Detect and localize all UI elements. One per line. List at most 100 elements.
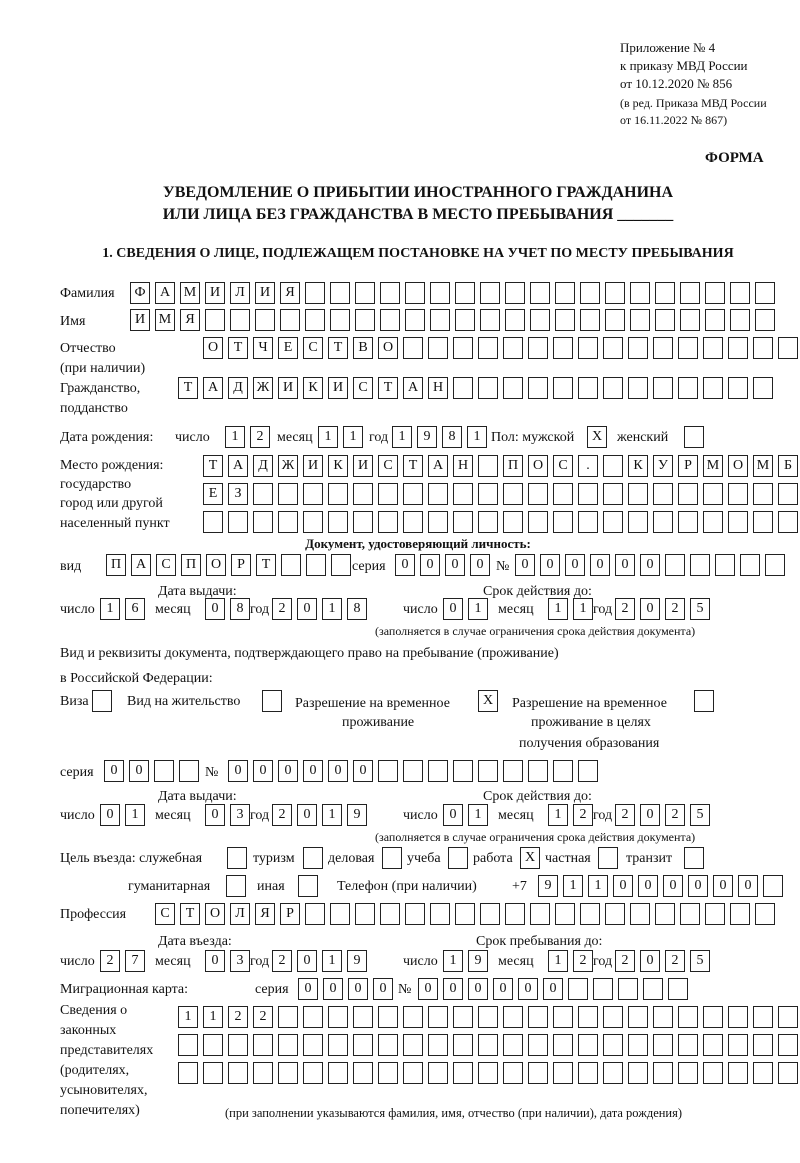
char-box[interactable]: 2 xyxy=(272,598,292,620)
char-box[interactable] xyxy=(478,455,498,477)
char-box[interactable] xyxy=(555,282,575,304)
char-box[interactable] xyxy=(603,1006,623,1028)
char-box[interactable]: 5 xyxy=(690,598,710,620)
char-box[interactable] xyxy=(353,1006,373,1028)
char-box[interactable] xyxy=(380,282,400,304)
char-box[interactable] xyxy=(630,282,650,304)
char-box[interactable] xyxy=(553,760,573,782)
birth-place-row3[interactable] xyxy=(203,511,800,533)
char-box[interactable] xyxy=(330,282,350,304)
char-box[interactable]: 6 xyxy=(125,598,145,620)
char-box[interactable] xyxy=(453,760,473,782)
char-box[interactable] xyxy=(303,483,323,505)
char-box[interactable]: 0 xyxy=(104,760,124,782)
char-box[interactable] xyxy=(328,1006,348,1028)
char-box[interactable] xyxy=(694,690,714,712)
edu-permit-checkbox[interactable] xyxy=(694,690,719,712)
char-box[interactable] xyxy=(203,1062,223,1084)
char-box[interactable]: Л xyxy=(230,282,250,304)
char-box[interactable] xyxy=(755,282,775,304)
char-box[interactable]: 1 xyxy=(468,598,488,620)
char-box[interactable] xyxy=(453,1006,473,1028)
char-box[interactable] xyxy=(778,337,798,359)
char-box[interactable] xyxy=(303,1062,323,1084)
char-box[interactable]: Н xyxy=(453,455,473,477)
char-box[interactable]: 8 xyxy=(442,426,462,448)
char-box[interactable] xyxy=(226,875,246,897)
char-box[interactable]: 9 xyxy=(417,426,437,448)
char-box[interactable] xyxy=(630,309,650,331)
char-box[interactable]: Ж xyxy=(253,377,273,399)
char-box[interactable]: . xyxy=(578,455,598,477)
char-box[interactable]: 1 xyxy=(100,598,120,620)
char-box[interactable] xyxy=(628,1062,648,1084)
char-box[interactable]: Е xyxy=(203,483,223,505)
char-box[interactable]: Т xyxy=(178,377,198,399)
char-box[interactable]: 1 xyxy=(563,875,583,897)
purpose-private-checkbox[interactable] xyxy=(598,847,623,869)
char-box[interactable]: И xyxy=(278,377,298,399)
char-box[interactable] xyxy=(555,309,575,331)
reps-row3[interactable] xyxy=(178,1062,800,1084)
char-box[interactable] xyxy=(306,554,326,576)
char-box[interactable]: 0 xyxy=(348,978,368,1000)
char-box[interactable]: 5 xyxy=(690,804,710,826)
char-box[interactable] xyxy=(478,1062,498,1084)
purpose-other-checkbox[interactable] xyxy=(298,875,323,897)
char-box[interactable] xyxy=(430,309,450,331)
char-box[interactable] xyxy=(628,511,648,533)
char-box[interactable] xyxy=(305,309,325,331)
char-box[interactable]: 2 xyxy=(615,950,635,972)
char-box[interactable] xyxy=(355,282,375,304)
char-box[interactable] xyxy=(528,1062,548,1084)
char-box[interactable]: 2 xyxy=(272,950,292,972)
char-box[interactable] xyxy=(178,1034,198,1056)
purpose-business-checkbox[interactable] xyxy=(382,847,407,869)
char-box[interactable] xyxy=(455,309,475,331)
char-box[interactable] xyxy=(278,1006,298,1028)
char-box[interactable] xyxy=(478,337,498,359)
char-box[interactable] xyxy=(703,377,723,399)
char-box[interactable]: Н xyxy=(428,377,448,399)
char-box[interactable] xyxy=(228,511,248,533)
char-box[interactable] xyxy=(503,1062,523,1084)
purpose-humanitarian-checkbox[interactable] xyxy=(226,875,251,897)
char-box[interactable] xyxy=(653,483,673,505)
char-box[interactable] xyxy=(530,309,550,331)
char-box[interactable] xyxy=(678,377,698,399)
char-box[interactable] xyxy=(630,903,650,925)
char-box[interactable]: 2 xyxy=(253,1006,273,1028)
char-box[interactable] xyxy=(603,337,623,359)
char-box[interactable] xyxy=(378,760,398,782)
char-box[interactable]: Р xyxy=(280,903,300,925)
char-box[interactable]: Т xyxy=(228,337,248,359)
char-box[interactable] xyxy=(478,760,498,782)
char-box[interactable] xyxy=(553,1062,573,1084)
char-box[interactable] xyxy=(528,760,548,782)
char-box[interactable] xyxy=(253,1062,273,1084)
char-box[interactable] xyxy=(378,1006,398,1028)
char-box[interactable]: Я xyxy=(180,309,200,331)
char-box[interactable] xyxy=(353,1062,373,1084)
char-box[interactable] xyxy=(528,1034,548,1056)
char-box[interactable] xyxy=(480,282,500,304)
char-box[interactable]: Я xyxy=(280,282,300,304)
char-box[interactable]: 0 xyxy=(420,554,440,576)
char-box[interactable]: 2 xyxy=(665,804,685,826)
char-box[interactable]: И xyxy=(303,455,323,477)
char-box[interactable]: 0 xyxy=(129,760,149,782)
char-box[interactable] xyxy=(763,875,783,897)
char-box[interactable]: 0 xyxy=(590,554,610,576)
char-box[interactable]: 0 xyxy=(640,804,660,826)
char-box[interactable] xyxy=(668,978,688,1000)
char-box[interactable] xyxy=(690,554,710,576)
char-box[interactable]: 0 xyxy=(443,598,463,620)
char-box[interactable] xyxy=(298,875,318,897)
char-box[interactable] xyxy=(753,377,773,399)
char-box[interactable] xyxy=(228,1062,248,1084)
char-box[interactable] xyxy=(303,1006,323,1028)
